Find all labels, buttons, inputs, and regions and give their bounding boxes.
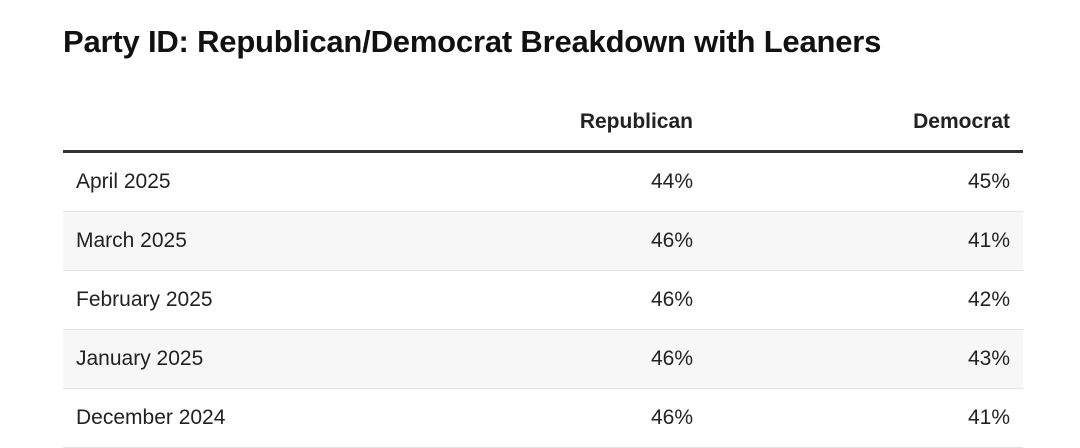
row-label: March 2025	[76, 229, 187, 252]
democrat-value: 41%	[967, 406, 1010, 429]
party-id-table: Republican Democrat April 2025 44% 45% M…	[63, 96, 1023, 448]
table-row: April 2025 44% 45%	[63, 153, 1023, 212]
republican-value: 46%	[650, 347, 693, 370]
chart-title: Party ID: Republican/Democrat Breakdown …	[63, 24, 882, 59]
row-label: January 2025	[76, 347, 204, 370]
table-row: March 2025 46% 41%	[63, 212, 1023, 271]
republican-value: 46%	[650, 229, 693, 252]
democrat-value: 42%	[967, 288, 1010, 311]
row-label: April 2025	[76, 170, 171, 193]
row-label: February 2025	[76, 288, 213, 311]
table-row: January 2025 46% 43%	[63, 330, 1023, 389]
table-row: December 2024 46% 41%	[63, 389, 1023, 448]
column-header-democrat: Democrat	[913, 110, 1010, 133]
row-label: December 2024	[76, 406, 226, 429]
republican-value: 46%	[650, 406, 693, 429]
republican-value: 46%	[650, 288, 693, 311]
column-header-republican: Republican	[579, 110, 693, 133]
democrat-value: 41%	[967, 229, 1010, 252]
table-row: February 2025 46% 42%	[63, 271, 1023, 330]
democrat-value: 43%	[967, 347, 1010, 370]
table-header-row: Republican Democrat	[63, 96, 1023, 153]
table-body: April 2025 44% 45% March 2025 46% 41% Fe…	[63, 153, 1023, 448]
republican-value: 44%	[650, 170, 693, 193]
democrat-value: 45%	[967, 170, 1010, 193]
